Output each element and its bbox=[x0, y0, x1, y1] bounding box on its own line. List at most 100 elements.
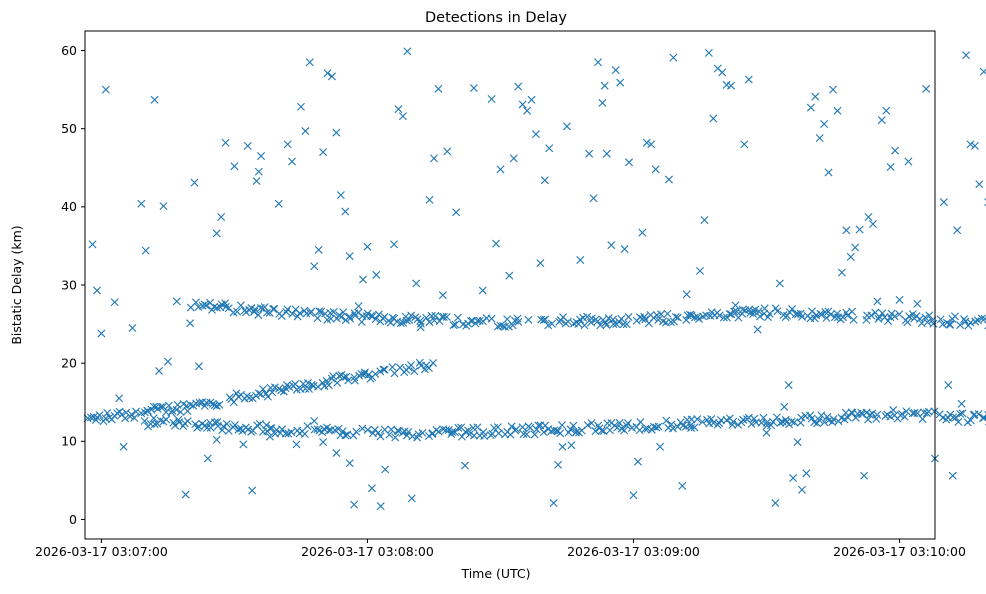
data-point bbox=[163, 357, 172, 366]
data-point bbox=[304, 384, 313, 393]
y-tick-label: 0 bbox=[69, 512, 77, 527]
data-point bbox=[924, 407, 933, 416]
data-point bbox=[358, 424, 367, 433]
data-point bbox=[91, 416, 100, 424]
data-point bbox=[615, 418, 624, 427]
data-point bbox=[594, 58, 603, 67]
data-point bbox=[313, 382, 322, 391]
data-point bbox=[718, 68, 727, 77]
data-point bbox=[884, 317, 893, 326]
data-point bbox=[487, 314, 496, 323]
data-point bbox=[403, 47, 412, 56]
data-point bbox=[514, 317, 523, 326]
data-point bbox=[948, 471, 957, 480]
data-point bbox=[889, 406, 898, 415]
data-point bbox=[217, 213, 226, 221]
data-point bbox=[431, 311, 440, 320]
data-point bbox=[336, 191, 345, 200]
data-point bbox=[966, 140, 975, 149]
data-point bbox=[363, 309, 372, 318]
data-point bbox=[738, 305, 747, 314]
data-point bbox=[92, 286, 101, 295]
data-point bbox=[620, 245, 629, 254]
data-point bbox=[851, 413, 860, 422]
data-point bbox=[359, 275, 368, 284]
data-point bbox=[656, 442, 665, 451]
data-point bbox=[88, 240, 97, 249]
data-point bbox=[352, 427, 361, 436]
data-point bbox=[475, 316, 484, 325]
data-point bbox=[480, 432, 489, 440]
data-point bbox=[110, 298, 119, 307]
data-point bbox=[255, 420, 264, 429]
data-point bbox=[641, 424, 650, 433]
data-point bbox=[390, 240, 399, 249]
data-point bbox=[846, 252, 855, 261]
data-point bbox=[609, 320, 618, 329]
x-axis-label: Time (UTC) bbox=[460, 566, 530, 581]
data-point bbox=[966, 416, 975, 425]
data-point bbox=[130, 413, 139, 422]
data-point bbox=[729, 417, 738, 426]
data-point bbox=[591, 427, 600, 436]
data-point bbox=[622, 320, 631, 329]
data-point bbox=[624, 312, 633, 321]
data-point bbox=[450, 428, 459, 437]
data-point bbox=[301, 384, 310, 393]
data-point bbox=[851, 243, 860, 252]
data-point bbox=[332, 314, 341, 323]
data-point bbox=[962, 51, 971, 60]
data-point bbox=[263, 308, 272, 317]
data-point bbox=[310, 425, 319, 434]
data-point bbox=[771, 499, 780, 508]
data-point bbox=[434, 427, 443, 436]
data-point bbox=[671, 312, 680, 321]
data-point bbox=[438, 291, 447, 300]
data-point bbox=[868, 409, 877, 418]
y-tick-label: 50 bbox=[61, 121, 77, 136]
data-point bbox=[910, 408, 919, 417]
data-point bbox=[930, 407, 939, 416]
data-point bbox=[349, 431, 358, 440]
data-point bbox=[820, 120, 829, 128]
data-point bbox=[245, 393, 254, 402]
data-point bbox=[174, 415, 183, 424]
data-point bbox=[903, 318, 912, 327]
data-point bbox=[496, 165, 505, 174]
data-point bbox=[367, 311, 376, 320]
data-point bbox=[248, 426, 257, 435]
data-point bbox=[583, 421, 592, 430]
data-point bbox=[329, 308, 338, 317]
data-point bbox=[815, 415, 824, 424]
data-point bbox=[895, 295, 904, 304]
data-point bbox=[407, 494, 416, 503]
data-point bbox=[874, 314, 883, 323]
data-point bbox=[345, 459, 354, 468]
data-point bbox=[668, 424, 677, 433]
data-point bbox=[715, 311, 724, 320]
data-point bbox=[946, 320, 955, 329]
data-point bbox=[980, 413, 986, 422]
data-point bbox=[633, 457, 642, 466]
data-point bbox=[443, 147, 452, 156]
data-point bbox=[171, 421, 180, 430]
data-point bbox=[811, 92, 820, 101]
data-point bbox=[625, 158, 634, 167]
data-point bbox=[115, 394, 124, 403]
data-point bbox=[492, 239, 501, 248]
data-point bbox=[662, 416, 671, 425]
data-point bbox=[461, 427, 470, 436]
data-point bbox=[667, 420, 676, 429]
data-point bbox=[338, 427, 347, 436]
data-point bbox=[654, 422, 663, 431]
data-point bbox=[250, 307, 259, 316]
data-point bbox=[191, 298, 200, 307]
data-point bbox=[274, 199, 283, 208]
data-point bbox=[905, 312, 914, 321]
data-point bbox=[319, 438, 328, 447]
data-point bbox=[448, 427, 457, 436]
data-point bbox=[838, 313, 847, 322]
data-point bbox=[190, 178, 199, 187]
data-point bbox=[203, 454, 212, 463]
data-point bbox=[810, 418, 819, 427]
